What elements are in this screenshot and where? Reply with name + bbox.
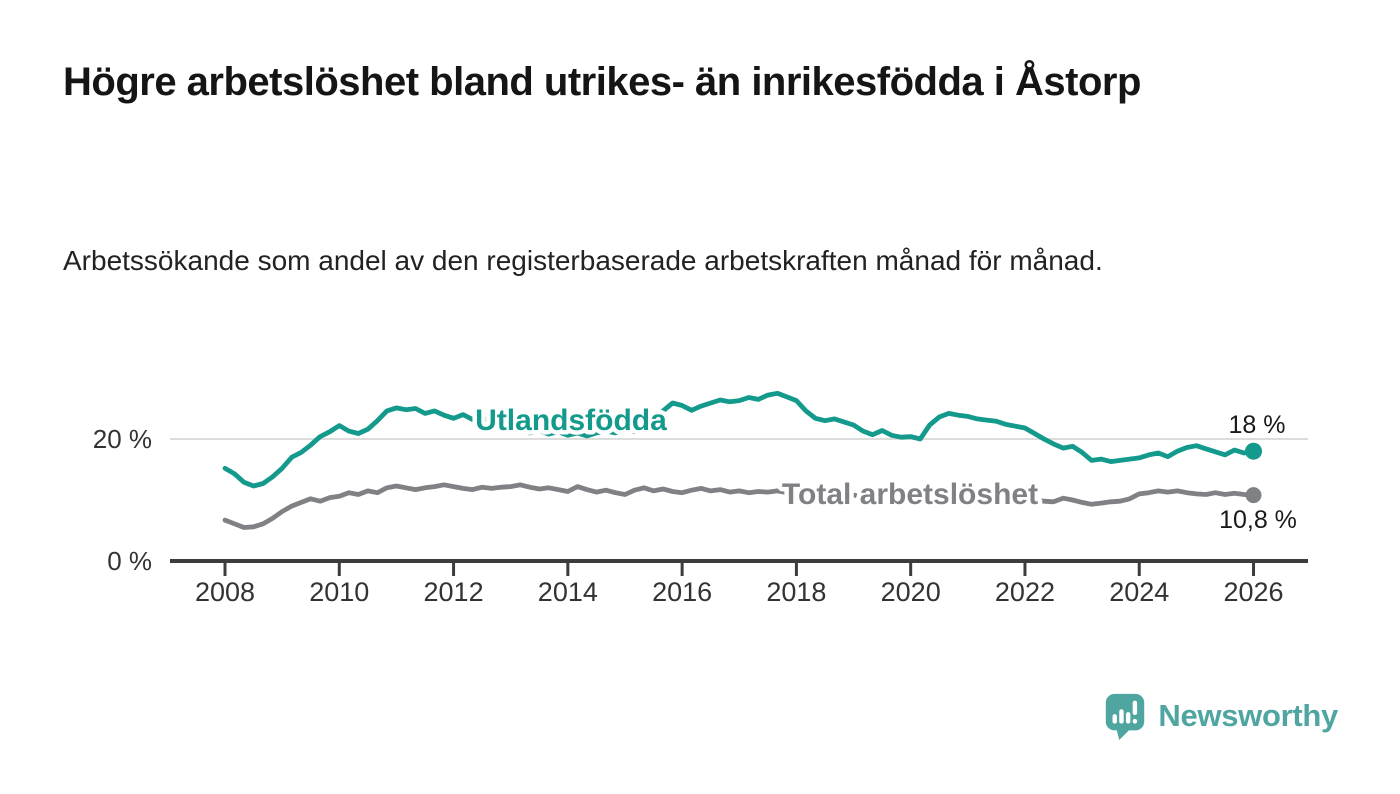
end-value-label-utlandsfodda: 18 % [1229,411,1286,439]
x-tick-label: 2016 [652,577,712,607]
series-end-dot [1245,442,1263,460]
series-label-total: Total arbetslöshet [782,478,1038,511]
page-subtitle: Arbetssökande som andel av den registerb… [63,245,1103,276]
x-tick-label: 2012 [424,577,484,607]
x-tick-label: 2010 [309,577,369,607]
x-tick-label: 2026 [1223,577,1283,607]
series-line-total [222,482,1256,530]
brand-name: Newsworthy [1158,698,1338,733]
x-tick-label: 2020 [881,577,941,607]
y-tick-label: 0 % [107,546,152,576]
page-title: Högre arbetslöshet bland utrikes- än inr… [63,60,1141,104]
x-tick-label: 2022 [995,577,1055,607]
series-end-dot [1245,487,1262,504]
newsworthy-logo: Newsworthy [1103,692,1338,740]
y-tick-label: 20 % [93,424,152,454]
x-tick-label: 2014 [538,577,598,607]
series-label-utlandsfodda: Utlandsfödda [475,404,667,437]
end-value-label-total: 10,8 % [1219,506,1297,534]
x-tick-label: 2018 [766,577,826,607]
bar-chart-speech-bubble-icon [1106,693,1145,740]
x-tick-label: 2024 [1109,577,1169,607]
series-line-utlandsfodda [222,390,1256,489]
x-tick-label: 2008 [195,577,255,607]
